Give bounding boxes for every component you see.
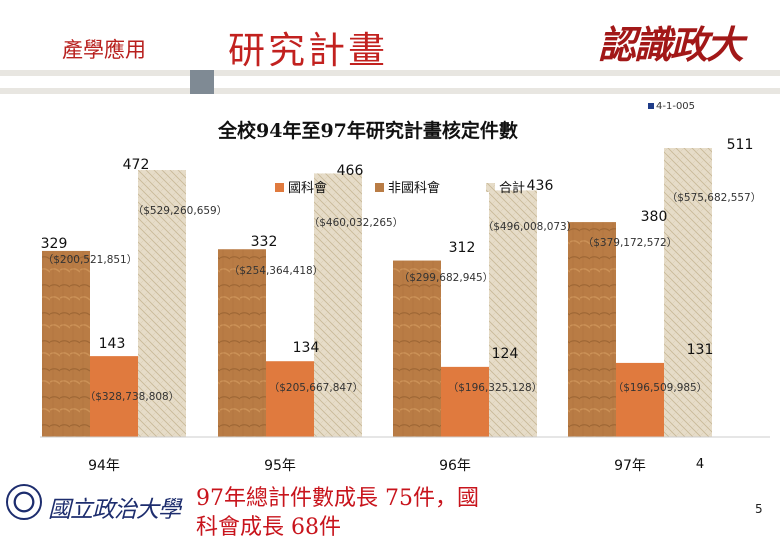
value-label-total-4: 511 [727,137,754,153]
legend-swatch-total [486,183,495,192]
header-stripe-bottom [0,88,780,94]
legend-label-non-nsc: 非國科會 [388,181,440,196]
amount-label-non-nsc-1: （$200,521,851） [43,254,137,266]
amount-label-nsc-1: （$328,738,808） [85,391,179,403]
x-tick-label-3: 96年 [439,458,471,474]
value-label-total-2: 466 [337,163,364,179]
value-label-non-nsc-3: 312 [449,240,476,256]
value-label-nsc-2: 134 [293,340,320,356]
bar-nsc-2 [266,361,314,437]
amount-label-nsc-2: （$205,667,847） [269,382,363,394]
bar-nsc-3 [441,366,489,437]
value-label-non-nsc-4: 380 [641,209,668,225]
amount-label-total-4: （$575,682,557） [667,192,761,204]
value-label-non-nsc-2: 332 [251,234,278,250]
value-label-non-nsc-1: 329 [41,236,68,252]
page-title: 研究計畫 [228,29,388,72]
university-logo: 國立政治大學 [6,484,181,524]
bar-non-nsc-2 [218,249,266,437]
legend-swatch-nsc [275,183,284,192]
calligraphy-logo: 認識政大 [598,22,744,67]
x-tick-label-4: 97年 [614,458,646,474]
amount-label-total-2: （$460,032,265） [309,217,403,229]
section-label: 產學應用 [62,38,146,62]
value-label-nsc-1: 143 [99,336,126,352]
legend-swatch-non-nsc [375,183,384,192]
bar-non-nsc-4 [568,222,616,437]
page-code: 4-1-005 [648,101,695,112]
bar-nsc-1 [90,356,138,437]
annotation-label: 4 [696,457,704,472]
header-stripe-top [0,70,780,76]
bar-non-nsc-1 [42,250,90,437]
page-number: 5 [755,502,763,516]
value-label-total-3: 436 [527,178,554,194]
page-code-text: 4-1-005 [656,101,696,112]
summary-text: 97年總計件數成長 75件，國科會成長 68件 [196,486,479,540]
bar-total-3 [489,190,537,437]
value-label-nsc-4: 131 [687,342,714,358]
amount-label-non-nsc-2: （$254,364,418） [229,265,323,277]
bar-non-nsc-3 [393,260,441,437]
bar-total-2 [314,173,362,437]
university-seal-icon [6,484,42,520]
legend-label-nsc: 國科會 [288,181,327,196]
amount-label-nsc-4: （$196,509,985） [613,382,707,394]
value-label-nsc-3: 124 [492,346,519,362]
amount-label-non-nsc-3: （$299,682,945） [399,272,493,284]
amount-label-nsc-3: （$196,325,128） [448,382,542,394]
header-square [190,70,214,94]
university-name: 國立政治大學 [48,497,181,523]
amount-label-total-1: （$529,260,659） [133,205,227,217]
amount-label-total-3: （$496,008,073） [483,221,577,233]
bar-total-1 [138,170,186,437]
chart-title: 全校94年至97年研究計畫核定件數 [218,120,518,142]
x-tick-label-2: 95年 [264,458,296,474]
value-label-total-1: 472 [123,157,150,173]
amount-label-non-nsc-4: （$379,172,572） [583,237,677,249]
bar-total-4 [664,148,712,437]
square-icon [648,103,654,109]
bar-nsc-4 [616,362,664,437]
x-tick-label-1: 94年 [88,458,120,474]
legend-label-total: 合計 [499,180,525,196]
